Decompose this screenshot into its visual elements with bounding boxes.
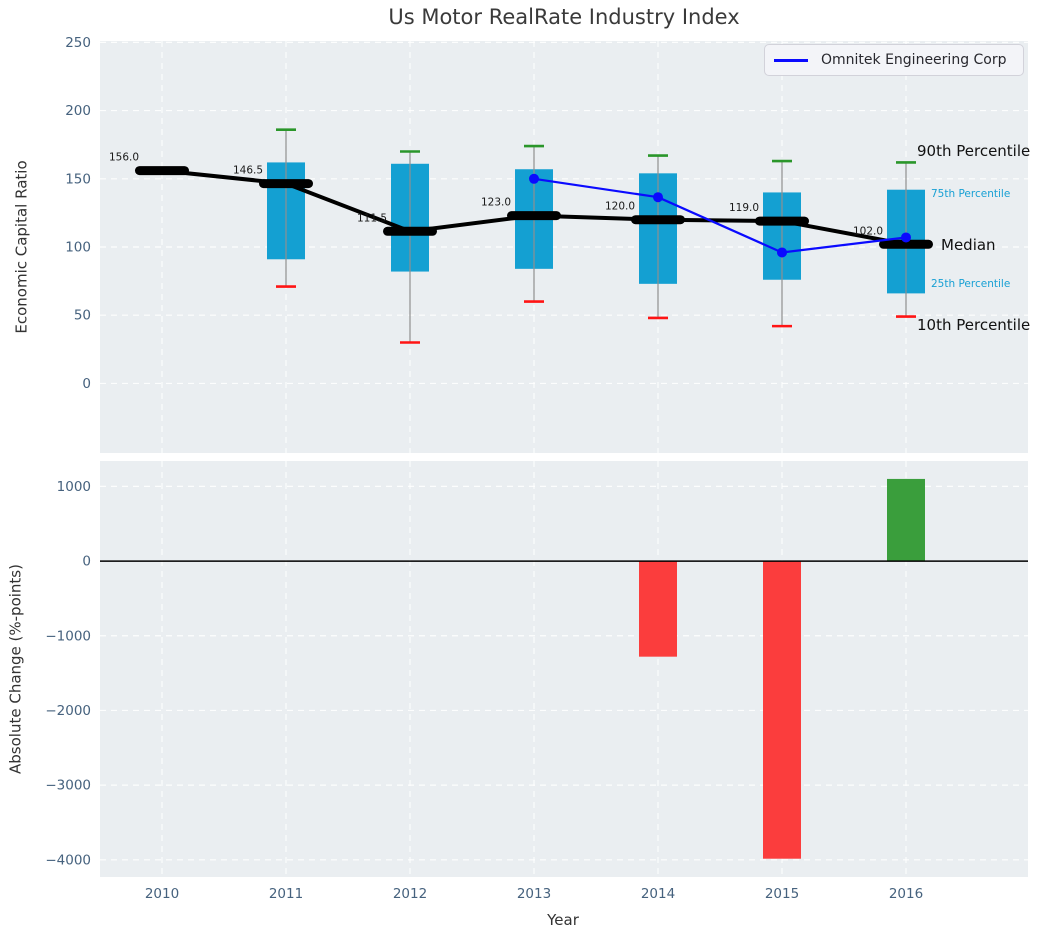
percentile-box-2012: [391, 150, 429, 344]
top-y-tick-label: 150: [65, 171, 91, 187]
company-line: [533, 177, 907, 254]
median-bar-2012: [383, 226, 437, 236]
median-value-label: 156.0: [109, 152, 139, 164]
median-value-label: 111.5: [357, 212, 387, 224]
annotation-90th-percentile: 90th Percentile: [917, 142, 1031, 160]
x-tick-label: 2014: [641, 886, 675, 902]
top-y-tick-label: 100: [65, 240, 91, 256]
x-tick-label: 2012: [393, 886, 427, 902]
x-tick-label: 2013: [517, 886, 551, 902]
annotation-25th-percentile: 25th Percentile: [931, 278, 1011, 290]
company-point-2014: [653, 192, 663, 203]
median-value-label: 102.0: [853, 225, 883, 237]
top-y-tick-label: 200: [65, 103, 91, 119]
bottom-y-tick-label: −4000: [45, 852, 91, 868]
change-bar-2015: [763, 561, 801, 859]
percentile-box-2015: [763, 159, 801, 328]
x-tick-label: 2015: [765, 886, 799, 902]
median-bar-2013: [507, 211, 561, 221]
percentile-box-2011: [267, 128, 305, 288]
median-bar-2014: [631, 215, 685, 225]
median-value-label: 120.0: [605, 201, 635, 213]
company-point-2016: [901, 232, 911, 243]
bottom-y-tick-label: −3000: [45, 778, 91, 794]
change-bar-2016: [887, 478, 925, 562]
bottom-panel-bg: [100, 461, 1028, 877]
median-value-label: 146.5: [233, 165, 263, 177]
percentile-box-2014: [639, 154, 677, 320]
bottom-y-tick-label: −1000: [45, 628, 91, 644]
top-y-tick-label: 50: [74, 308, 91, 324]
legend-label: Omnitek Engineering Corp: [821, 52, 1007, 68]
x-tick-label: 2016: [889, 886, 923, 902]
company-point-2013: [529, 173, 539, 184]
x-tick-label: 2010: [145, 886, 179, 902]
change-bar-2014: [639, 561, 677, 657]
bottom-y-tick-label: −2000: [45, 703, 91, 719]
median-bar-2015: [755, 216, 809, 226]
chart-title: Us Motor RealRate Industry Index: [388, 5, 740, 29]
bottom-y-tick-label: 1000: [57, 479, 91, 495]
bottom-y-tick-label: 0: [82, 554, 91, 570]
annotation-median: Median: [941, 236, 996, 254]
bottom-y-axis-label: Absolute Change (%-points): [6, 564, 25, 774]
median-value-label: 123.0: [481, 197, 511, 209]
x-tick-label: 2011: [269, 886, 303, 902]
top-y-tick-label: 0: [82, 376, 91, 392]
company-point-2015: [777, 247, 787, 258]
annotation-75th-percentile: 75th Percentile: [931, 188, 1011, 200]
x-axis-label: Year: [547, 911, 579, 929]
median-value-label: 119.0: [729, 202, 759, 214]
median-bar-2016: [879, 239, 933, 249]
median-bar-2011: [259, 179, 313, 189]
median-bar-2010: [135, 166, 189, 176]
legend-line-swatch: [774, 58, 808, 62]
legend: Omnitek Engineering Corp: [764, 44, 1024, 76]
top-y-tick-label: 250: [65, 35, 91, 51]
top-y-axis-label: Economic Capital Ratio: [12, 160, 31, 334]
annotation-10th-percentile: 10th Percentile: [917, 316, 1031, 334]
